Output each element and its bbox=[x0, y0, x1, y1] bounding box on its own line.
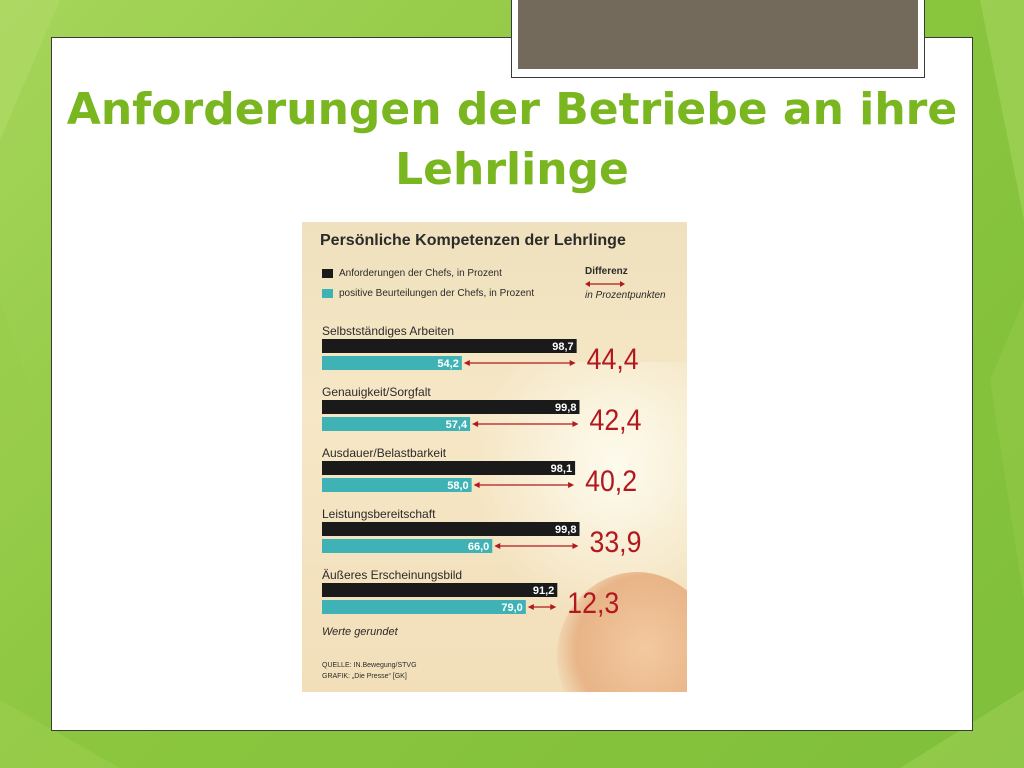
difference-arrowhead-right bbox=[569, 360, 576, 366]
legend-label-requirements: Anforderungen der Chefs, in Prozent bbox=[339, 268, 502, 279]
bar-value-requirements: 98,7 bbox=[552, 341, 573, 353]
chart-graphic-credit: GRAFIK: „Die Presse“ [GK] bbox=[322, 673, 407, 680]
title-tab-fill bbox=[518, 0, 918, 69]
bar-requirements bbox=[322, 583, 558, 597]
bar-assessments bbox=[322, 600, 526, 614]
difference-value: 44,4 bbox=[587, 343, 639, 376]
category-label: Genauigkeit/Sorgfalt bbox=[322, 385, 431, 399]
difference-arrowhead-left bbox=[463, 360, 470, 366]
difference-title: Differenz bbox=[585, 266, 628, 277]
category-label: Leistungsbereitschaft bbox=[322, 507, 436, 521]
bar-requirements bbox=[322, 400, 580, 414]
bar-chart: Selbstständiges Arbeiten 98,7 54,2 44,4 Gena… bbox=[322, 324, 641, 620]
legend-item-assessments: positive Beurteilungen der Chefs, in Pro… bbox=[322, 288, 534, 299]
legend-swatch-assessments bbox=[322, 289, 333, 298]
chart-image: Persönliche Kompetenzen der Lehrlinge An… bbox=[302, 222, 687, 692]
bar-requirements bbox=[322, 339, 577, 353]
category-label: Ausdauer/Belastbarkeit bbox=[322, 446, 447, 460]
difference-value: 40,2 bbox=[585, 465, 637, 498]
difference-arrowhead-right bbox=[572, 543, 579, 549]
bar-value-assessments: 54,2 bbox=[437, 358, 458, 370]
difference-arrowhead-left bbox=[472, 421, 479, 427]
category-label: Selbstständiges Arbeiten bbox=[322, 324, 454, 338]
difference-unit: in Prozentpunkten bbox=[585, 290, 666, 301]
bar-value-requirements: 99,8 bbox=[555, 524, 576, 536]
difference-arrowhead-left bbox=[494, 543, 501, 549]
bar-value-requirements: 98,1 bbox=[551, 463, 572, 475]
chart-source: QUELLE: IN.Bewegung/STVG bbox=[322, 662, 417, 669]
bar-assessments bbox=[322, 539, 493, 553]
bar-assessments bbox=[322, 417, 471, 431]
bar-value-assessments: 79,0 bbox=[501, 602, 522, 614]
legend-label-assessments: positive Beurteilungen der Chefs, in Pro… bbox=[339, 288, 535, 299]
chart-title: Persönliche Kompetenzen der Lehrlinge bbox=[320, 232, 626, 249]
bar-value-requirements: 91,2 bbox=[533, 585, 554, 597]
difference-arrowhead-right bbox=[572, 421, 579, 427]
bar-assessments bbox=[322, 356, 462, 370]
slide-title: Anforderungen der Betriebe an ihre Lehrl… bbox=[66, 84, 958, 195]
difference-header: Differenz bbox=[585, 266, 628, 278]
legend-item-requirements: Anforderungen der Chefs, in Prozent bbox=[322, 268, 502, 279]
legend-swatch-requirements bbox=[322, 269, 333, 278]
title-tab-decoration bbox=[511, 0, 925, 78]
difference-arrowhead-right bbox=[568, 482, 575, 488]
bar-value-requirements: 99,8 bbox=[555, 402, 576, 414]
category-label: Äußeres Erscheinungsbild bbox=[322, 568, 462, 582]
bar-value-assessments: 66,0 bbox=[468, 541, 489, 553]
difference-arrowhead-left bbox=[527, 604, 534, 610]
difference-arrowhead-right bbox=[550, 604, 557, 610]
bar-assessments bbox=[322, 478, 472, 492]
bar-value-assessments: 58,0 bbox=[447, 480, 468, 492]
bar-requirements bbox=[322, 522, 580, 536]
bar-value-assessments: 57,4 bbox=[446, 419, 468, 431]
chart-note: Werte gerundet bbox=[322, 626, 398, 638]
difference-arrow-icon bbox=[585, 281, 625, 287]
difference-value: 42,4 bbox=[589, 404, 641, 437]
difference-arrowhead-left bbox=[473, 482, 480, 488]
difference-value: 12,3 bbox=[567, 587, 619, 620]
difference-value: 33,9 bbox=[589, 526, 641, 559]
bar-requirements bbox=[322, 461, 576, 475]
difference-unit-wrap: in Prozentpunkten bbox=[585, 290, 666, 302]
